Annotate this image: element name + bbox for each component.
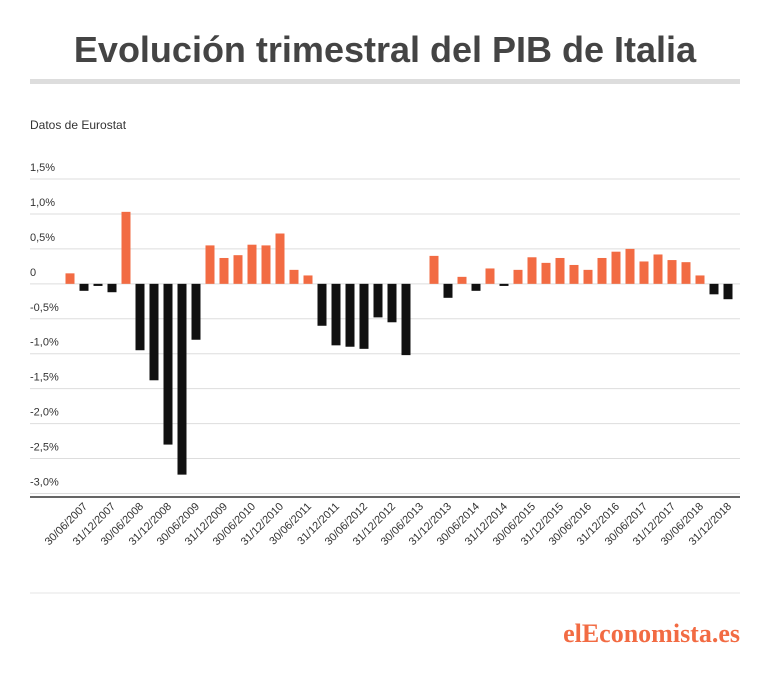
bar (163, 283, 173, 445)
bar (233, 255, 243, 284)
y-tick-label: 1,5% (30, 162, 55, 174)
bar (625, 248, 635, 284)
chart-title: Evolución trimestral del PIB de Italia (74, 29, 697, 70)
bar (149, 283, 159, 381)
bar (177, 283, 187, 475)
bar (359, 283, 369, 349)
y-tick-label: -1,0% (30, 337, 59, 349)
bar (569, 264, 579, 284)
source-logo: elEconomista.es (563, 619, 740, 648)
bar (275, 233, 285, 284)
bar (695, 275, 705, 284)
bar (247, 244, 257, 284)
bar (205, 245, 215, 284)
y-tick-label: -2,5% (30, 442, 59, 454)
bar (485, 268, 495, 284)
bar (289, 269, 299, 284)
bar (65, 273, 75, 284)
title-rule (30, 79, 740, 84)
bar (373, 283, 383, 318)
bar (107, 283, 117, 293)
bar (93, 283, 103, 286)
y-tick-label: -3,0% (30, 477, 59, 489)
bar (345, 283, 355, 347)
bar (443, 283, 453, 298)
bar (527, 257, 537, 284)
bar (611, 251, 621, 284)
bar (387, 283, 397, 323)
y-tick-label: -1,5% (30, 372, 59, 384)
bar (135, 283, 145, 351)
y-tick-label: 0,5% (30, 232, 55, 244)
y-tick-label: 0 (30, 267, 36, 279)
y-tick-label: -2,0% (30, 407, 59, 419)
bar (653, 254, 663, 284)
bar (79, 283, 89, 291)
bar (639, 261, 649, 284)
bar (457, 276, 467, 284)
bar (723, 283, 733, 300)
bar (121, 211, 131, 284)
y-tick-label: -0,5% (30, 302, 59, 314)
bar (261, 245, 271, 284)
bar (667, 260, 677, 284)
bar (219, 257, 229, 284)
bar (303, 275, 313, 284)
bar (541, 262, 551, 284)
bar (597, 257, 607, 284)
bar (317, 283, 327, 326)
bar (555, 257, 565, 284)
bar (401, 283, 411, 356)
bar (471, 283, 481, 291)
bar (513, 269, 523, 284)
bar (499, 283, 509, 286)
bar (191, 283, 201, 340)
y-tick-label: 1,0% (30, 197, 55, 209)
bar (429, 255, 439, 284)
bar (583, 269, 593, 284)
bar (681, 262, 691, 284)
bar (331, 283, 341, 346)
chart-subtitle: Datos de Eurostat (30, 118, 127, 132)
bar (709, 283, 719, 295)
